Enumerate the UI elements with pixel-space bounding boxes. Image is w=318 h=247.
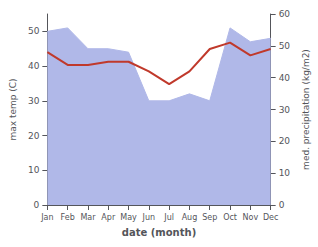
svg-text:Jan: Jan bbox=[40, 213, 53, 222]
svg-text:50: 50 bbox=[279, 41, 291, 51]
svg-text:0: 0 bbox=[34, 200, 40, 210]
svg-text:10: 10 bbox=[28, 165, 40, 175]
svg-text:20: 20 bbox=[28, 131, 40, 141]
svg-text:Sep: Sep bbox=[202, 213, 217, 222]
svg-text:Oct: Oct bbox=[223, 213, 237, 222]
svg-text:Feb: Feb bbox=[61, 213, 75, 222]
svg-text:10: 10 bbox=[279, 168, 291, 178]
svg-text:Aug: Aug bbox=[182, 213, 198, 222]
svg-text:0: 0 bbox=[279, 200, 285, 210]
svg-text:50: 50 bbox=[28, 26, 40, 36]
svg-text:30: 30 bbox=[279, 105, 291, 115]
svg-text:Mar: Mar bbox=[80, 213, 96, 222]
svg-text:30: 30 bbox=[28, 96, 40, 106]
svg-text:Nov: Nov bbox=[243, 213, 259, 222]
svg-text:20: 20 bbox=[279, 136, 291, 146]
svg-text:med. precipitation (kg/m2): med. precipitation (kg/m2) bbox=[301, 49, 311, 170]
svg-text:40: 40 bbox=[279, 73, 291, 83]
svg-text:Jun: Jun bbox=[142, 213, 156, 222]
svg-text:Dec: Dec bbox=[263, 213, 278, 222]
svg-text:40: 40 bbox=[28, 61, 40, 71]
svg-text:max temp (C): max temp (C) bbox=[8, 78, 18, 140]
svg-text:Jul: Jul bbox=[163, 213, 174, 222]
svg-text:60: 60 bbox=[279, 9, 291, 19]
svg-text:date (month): date (month) bbox=[122, 227, 196, 238]
svg-text:Apr: Apr bbox=[101, 213, 116, 222]
svg-text:May: May bbox=[120, 213, 137, 222]
